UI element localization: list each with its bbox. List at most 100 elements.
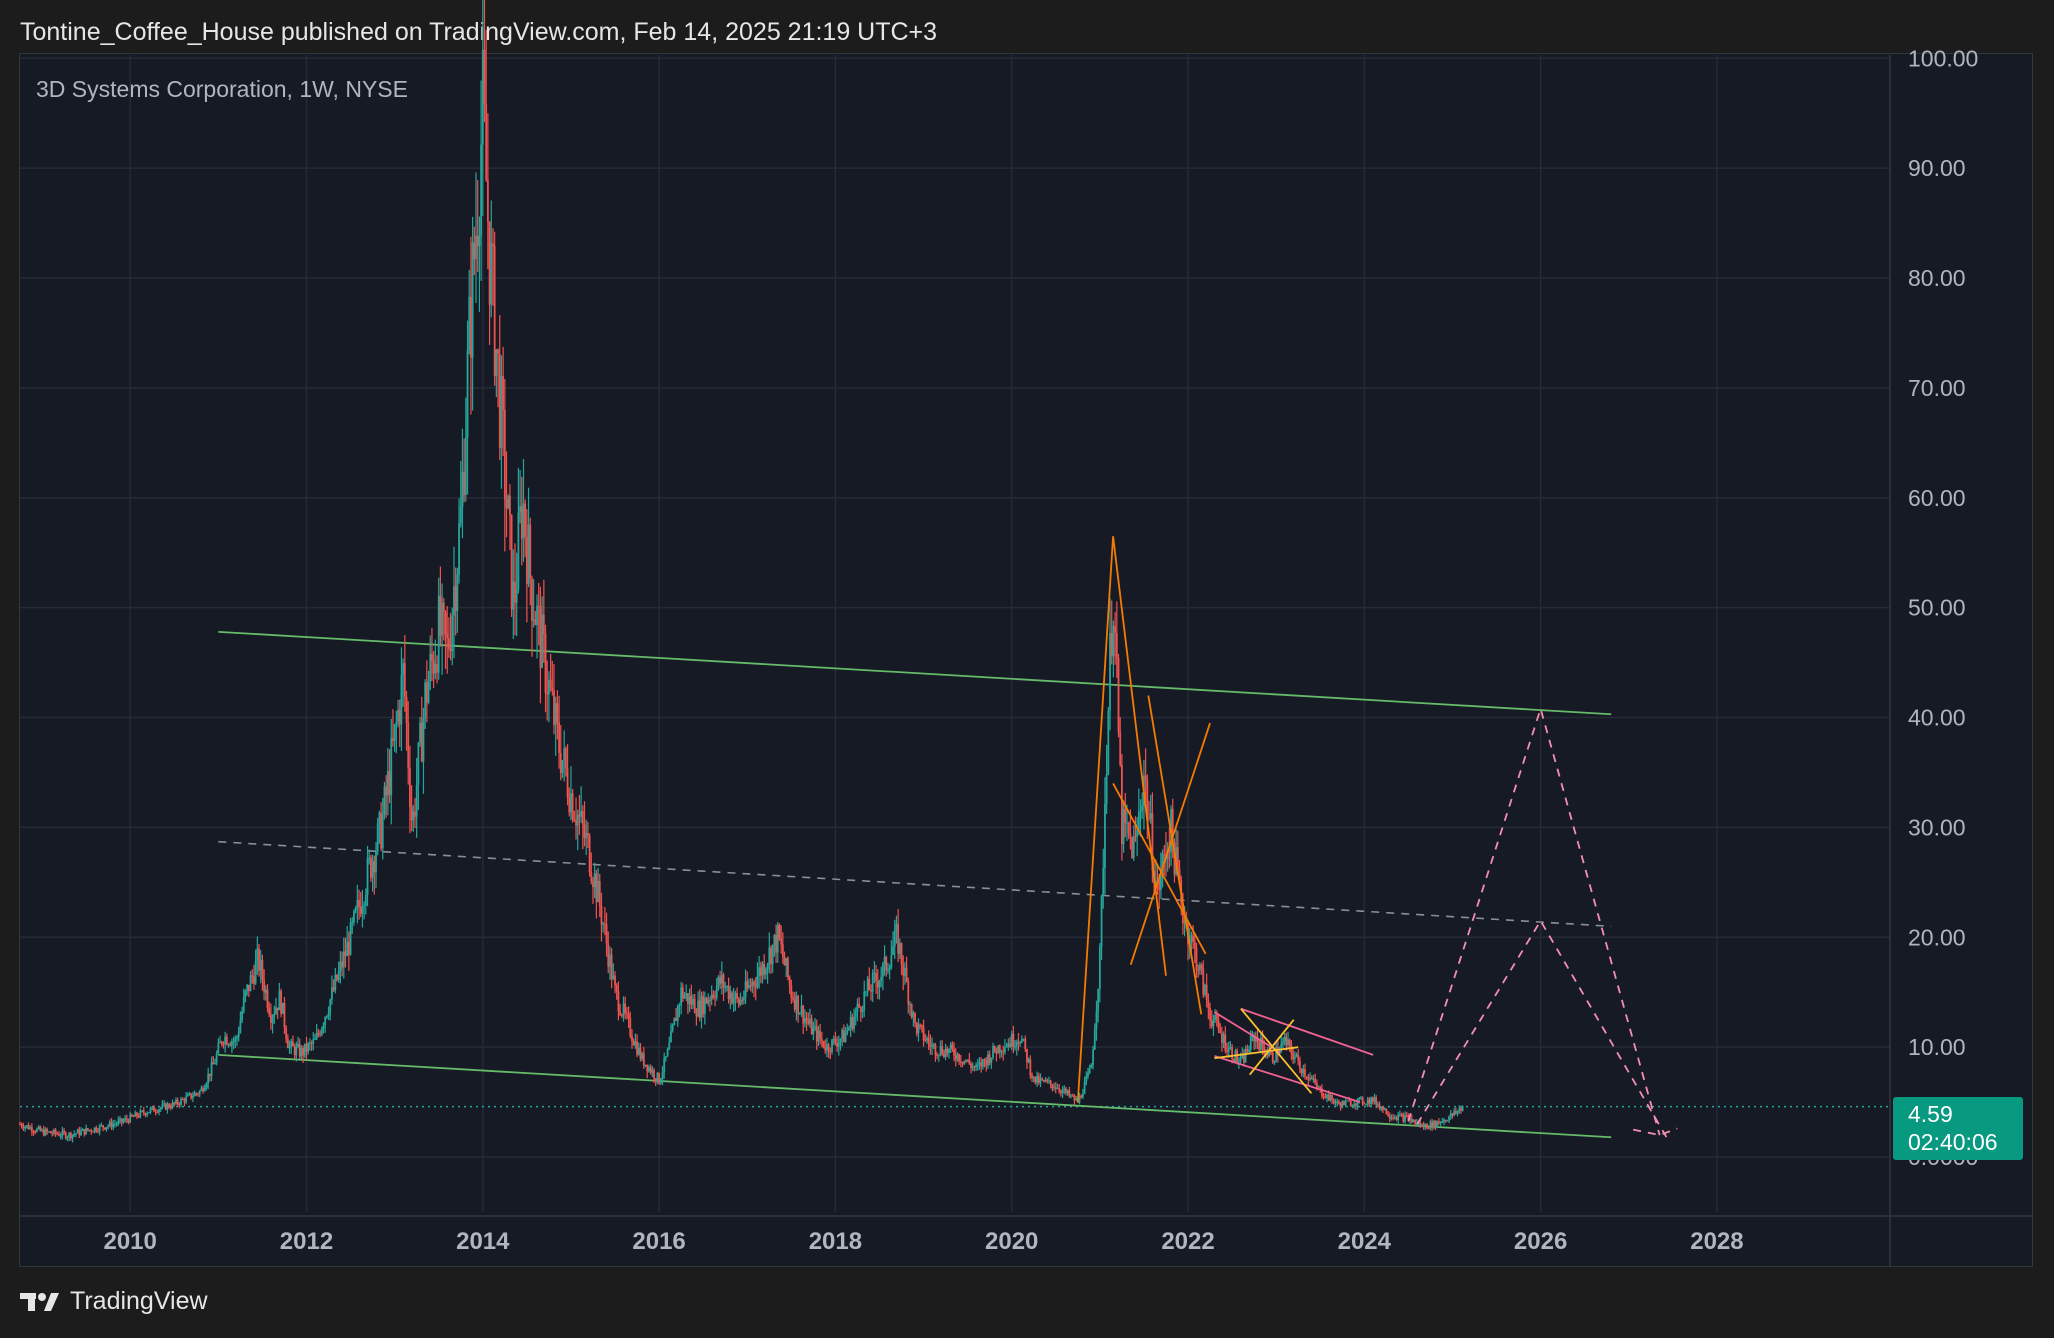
candle-body <box>468 296 471 351</box>
candle-body <box>1409 1118 1411 1121</box>
candle-body <box>464 437 467 495</box>
candle-body <box>834 1038 837 1044</box>
candle-body <box>892 946 894 956</box>
candle-body <box>1112 625 1115 657</box>
candle-body <box>1388 1115 1391 1119</box>
candle-body <box>130 1114 133 1117</box>
candle-body <box>512 581 515 610</box>
last-price-badge: 4.59 02:40:06 <box>1893 1097 2023 1160</box>
candle-body <box>878 981 881 988</box>
candle-body <box>1348 1100 1350 1102</box>
candle-body <box>846 1030 849 1033</box>
candle-body <box>887 969 889 971</box>
candle-body <box>1146 779 1149 818</box>
candle-body <box>1307 1077 1310 1080</box>
candle-body <box>868 978 871 991</box>
candle-body <box>527 524 530 584</box>
candle-body <box>500 376 503 449</box>
candle-body <box>751 981 754 987</box>
candle-body <box>107 1125 110 1128</box>
candle-body <box>870 990 872 992</box>
candle-body <box>1402 1114 1405 1122</box>
footer-brand[interactable]: TradingView <box>20 1287 208 1316</box>
candle-body <box>707 999 710 1004</box>
candle-body <box>1034 1076 1037 1083</box>
candle-body <box>1243 1054 1245 1063</box>
candle-body <box>987 1054 989 1066</box>
candle-body <box>486 180 489 222</box>
candle-body <box>993 1046 996 1052</box>
candle-body <box>234 1038 237 1042</box>
candle-body <box>1217 1020 1220 1030</box>
candle-body <box>619 1011 622 1015</box>
candle-body <box>1438 1121 1440 1124</box>
candle-body <box>922 1026 925 1040</box>
candle-body <box>341 961 343 968</box>
candle-body <box>620 1014 623 1016</box>
candle-body <box>939 1046 942 1055</box>
candle-body <box>119 1118 121 1121</box>
candle-body <box>386 770 389 796</box>
candle-body <box>393 724 396 741</box>
candle-body <box>800 1005 803 1014</box>
candle-body <box>778 924 781 939</box>
candle-body <box>251 975 254 977</box>
candle-body <box>190 1093 193 1099</box>
candle-body <box>680 987 683 1006</box>
candle-body <box>703 997 706 1014</box>
candle-body <box>436 663 438 673</box>
candle-body <box>1373 1097 1376 1102</box>
candle-body <box>1283 1037 1286 1042</box>
candle-body <box>1443 1119 1445 1122</box>
candle-body <box>749 985 752 987</box>
channel-line-pink <box>1240 1007 1374 1056</box>
candle-body <box>534 619 537 626</box>
candle-body <box>154 1111 157 1113</box>
candle-body <box>768 947 771 965</box>
y-tick-label: 40.00 <box>1908 705 1966 731</box>
candle-body <box>607 943 610 967</box>
candle-body <box>325 1016 328 1018</box>
chart-frame[interactable] <box>19 53 2033 1267</box>
candle-body <box>1026 1048 1028 1063</box>
candle-body <box>893 930 896 947</box>
candle-body <box>220 1041 223 1044</box>
candle-body <box>102 1125 104 1128</box>
candle-body <box>564 748 567 769</box>
candle-body <box>773 934 776 945</box>
candle-body <box>598 880 601 906</box>
candle-body <box>742 997 745 1001</box>
candle-body <box>397 709 399 723</box>
candle-body <box>1263 1046 1266 1055</box>
candle-body <box>615 985 618 991</box>
candle-body <box>1424 1123 1427 1127</box>
candle-body <box>563 748 566 761</box>
candle-body <box>1168 850 1171 853</box>
candle-body <box>498 353 501 449</box>
candle-body <box>373 861 376 873</box>
candle-body <box>975 1064 978 1068</box>
candle-body <box>731 992 733 1004</box>
candle-body <box>568 797 571 813</box>
candle-body <box>1178 868 1181 881</box>
candle-body <box>866 978 869 992</box>
candle-body <box>685 993 688 996</box>
candle-body <box>514 581 516 603</box>
candle-body <box>405 696 408 723</box>
candle-body <box>1253 1035 1256 1042</box>
candle-body <box>978 1062 981 1065</box>
candle-body <box>120 1118 123 1123</box>
candle-body <box>100 1125 103 1127</box>
candle-body <box>571 793 574 820</box>
candle-body <box>1432 1120 1435 1128</box>
candle-body <box>459 506 462 524</box>
candle-body <box>748 985 750 988</box>
candle-body <box>644 1064 647 1066</box>
candle-body <box>634 1041 637 1046</box>
candle-body <box>1037 1075 1040 1083</box>
candle-body <box>1115 632 1118 658</box>
candle-body <box>88 1129 91 1131</box>
candle-body <box>1371 1097 1374 1102</box>
candle-body <box>1107 710 1110 775</box>
